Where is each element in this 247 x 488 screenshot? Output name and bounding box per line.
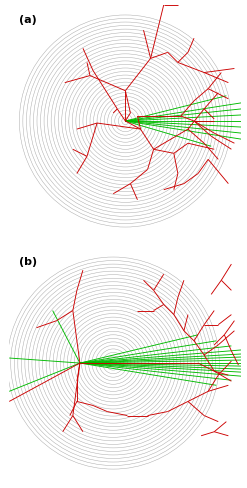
Text: (b): (b) [19,257,37,266]
Text: (a): (a) [19,15,36,25]
